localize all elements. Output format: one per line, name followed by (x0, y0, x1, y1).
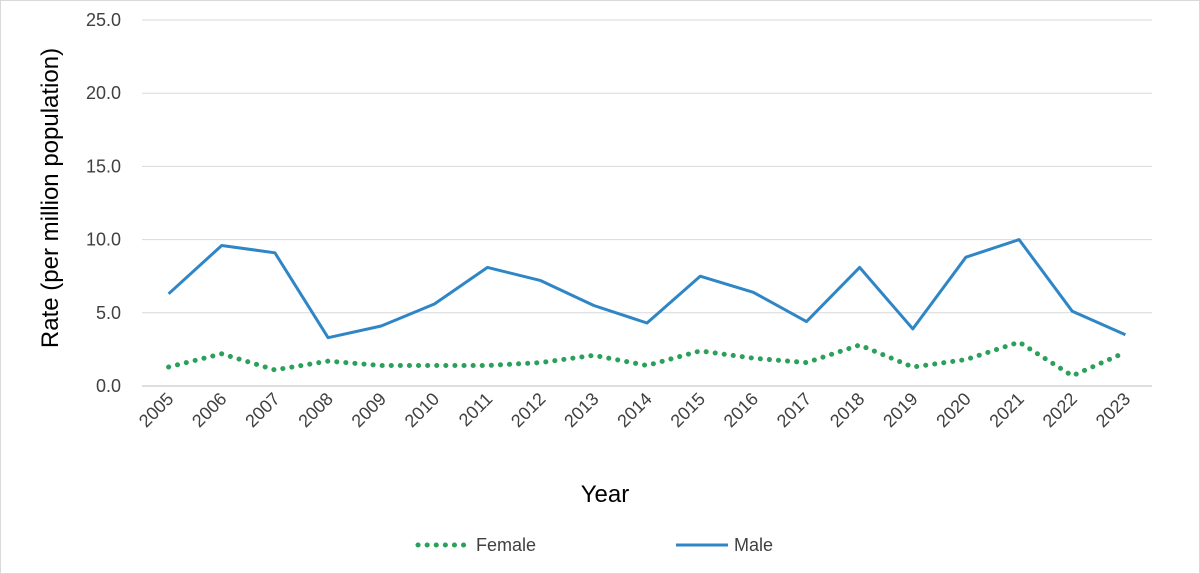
y-axis-ticks: 0.0 5.0 10.0 15.0 20.0 25.0 (86, 10, 121, 396)
y-tick-label: 25.0 (86, 10, 121, 30)
x-axis-title: Year (581, 481, 630, 508)
x-tick-label: 2020 (932, 389, 974, 431)
x-tick-label: 2012 (507, 389, 549, 431)
y-tick-label: 15.0 (86, 156, 121, 176)
x-tick-label: 2007 (241, 389, 283, 431)
x-tick-label: 2014 (613, 389, 655, 431)
x-tick-label: 2016 (720, 389, 762, 431)
y-tick-label: 5.0 (96, 303, 121, 323)
y-axis-title: Rate (per million population) (37, 48, 64, 348)
x-tick-label: 2011 (455, 389, 497, 431)
x-tick-label: 2009 (348, 389, 390, 431)
x-tick-label: 2022 (1039, 389, 1081, 431)
y-tick-label: 0.0 (96, 376, 121, 396)
legend: Female Male (415, 535, 773, 555)
series-line-female (166, 339, 1128, 379)
x-tick-label: 2010 (401, 389, 443, 431)
x-tick-label: 2017 (773, 389, 815, 431)
x-tick-label: 2005 (135, 389, 177, 431)
series-line-male (167, 238, 1127, 340)
y-tick-label: 20.0 (86, 83, 121, 103)
legend-label-female: Female (476, 535, 536, 555)
grid-lines (142, 19, 1152, 387)
x-axis-ticks: 2005 2006 2007 2008 2009 2010 2011 2012 2013 2014… (135, 389, 1134, 431)
x-tick-label: 2013 (560, 389, 602, 431)
x-tick-label: 2019 (879, 389, 921, 431)
legend-label-male: Male (734, 535, 773, 555)
x-tick-label: 2008 (294, 389, 336, 431)
x-tick-label: 2015 (667, 389, 709, 431)
series-lines (166, 238, 1128, 379)
x-tick-label: 2023 (1092, 389, 1134, 431)
x-tick-label: 2021 (985, 389, 1027, 431)
x-tick-label: 2006 (188, 389, 230, 431)
y-tick-label: 10.0 (86, 230, 121, 250)
x-tick-label: 2018 (826, 389, 868, 431)
